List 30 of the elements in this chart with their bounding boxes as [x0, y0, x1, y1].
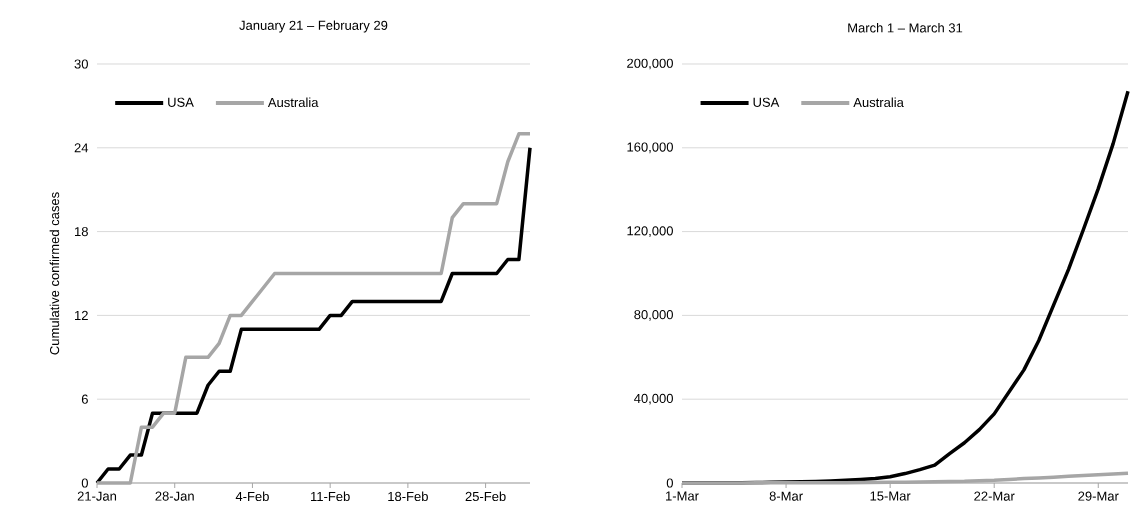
- y-tick-label: 12: [75, 310, 88, 320]
- legend-label: Australia: [853, 97, 904, 108]
- y-tick-label: 120,000: [627, 226, 673, 237]
- y-tick-label: 160,000: [627, 142, 673, 154]
- y-tick-label: 40,000: [634, 393, 673, 405]
- y-axis-title: Cumulative confirmed cases: [49, 192, 60, 355]
- legend-label: USA: [753, 97, 780, 107]
- x-tick-label: 1-Mar: [666, 491, 699, 501]
- x-tick-label: 25-Feb: [465, 491, 506, 502]
- x-tick-label: 22-Mar: [974, 491, 1015, 501]
- legend-label: USA: [168, 97, 194, 107]
- x-tick-label: 15-Mar: [870, 491, 911, 501]
- chart-title: January 21 – February 29: [239, 20, 388, 33]
- y-tick-label: 0: [81, 478, 88, 488]
- y-tick-label: 18: [75, 226, 88, 237]
- legend-label: Australia: [267, 97, 319, 108]
- x-tick-label: 11-Feb: [311, 491, 350, 502]
- x-tick-label: 4-Feb: [235, 491, 269, 502]
- x-tick-label: 18-Feb: [388, 491, 428, 502]
- y-tick-label: 24: [74, 143, 89, 153]
- x-tick-label: 28-Jan: [155, 491, 194, 501]
- y-tick-label: 80,000: [634, 310, 673, 321]
- x-tick-label: 8-Mar: [769, 491, 803, 501]
- y-tick-label: 30: [74, 59, 88, 69]
- y-tick-label: 6: [81, 394, 88, 404]
- x-tick-label: 21-Jan: [77, 491, 117, 501]
- chart-title: March 1 – March 31: [848, 22, 963, 33]
- y-tick-label: 200,000: [627, 58, 673, 70]
- x-tick-label: 29-Mar: [1078, 491, 1119, 501]
- y-tick-label: 0: [666, 478, 673, 488]
